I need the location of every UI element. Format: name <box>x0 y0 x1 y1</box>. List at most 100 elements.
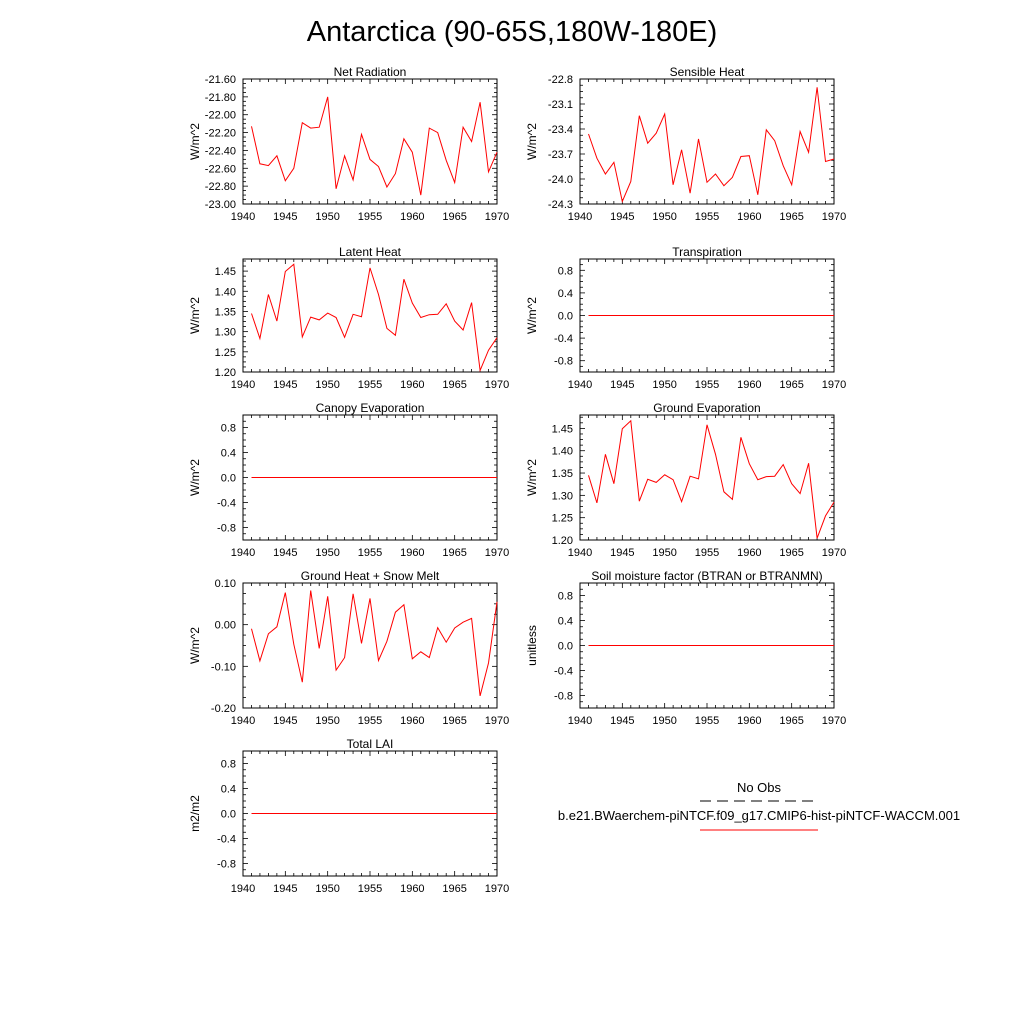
x-tick-label: 1970 <box>822 379 846 391</box>
y-tick-label: -0.8 <box>554 691 573 703</box>
x-tick-label: 1945 <box>273 883 297 895</box>
y-axis-label: W/m^2 <box>525 123 539 160</box>
series-line <box>588 419 835 539</box>
x-tick-label: 1940 <box>231 883 255 895</box>
y-tick-label: -24.3 <box>548 199 573 211</box>
y-tick-label: -0.4 <box>217 834 236 846</box>
x-tick-label: 1950 <box>315 379 339 391</box>
y-tick-label: 0.8 <box>558 591 573 603</box>
y-tick-label: -22.80 <box>205 181 236 193</box>
x-tick-label: 1970 <box>822 547 846 559</box>
x-tick-label: 1950 <box>652 547 676 559</box>
x-tick-label: 1960 <box>737 379 761 391</box>
y-axis-label: W/m^2 <box>188 123 202 160</box>
y-tick-label: 1.30 <box>215 327 236 339</box>
y-tick-label: 0.0 <box>558 311 573 323</box>
x-tick-label: 1970 <box>822 715 846 727</box>
x-tick-label: 1945 <box>273 547 297 559</box>
x-tick-label: 1955 <box>358 547 382 559</box>
y-tick-label: 0.8 <box>221 423 236 435</box>
x-tick-label: 1960 <box>400 211 424 223</box>
panel-6: Ground Evaporation W/m^2 1940 1945 1950 1955 1… <box>525 401 846 559</box>
x-tick-label: 1965 <box>442 211 466 223</box>
x-tick-label: 1945 <box>610 547 634 559</box>
y-tick-label: 0.8 <box>221 759 236 771</box>
y-tick-label: -22.40 <box>205 145 236 157</box>
x-tick-label: 1960 <box>737 715 761 727</box>
y-tick-label: -0.10 <box>211 661 236 673</box>
x-tick-label: 1950 <box>652 379 676 391</box>
x-tick-label: 1970 <box>485 211 509 223</box>
x-tick-label: 1970 <box>485 883 509 895</box>
y-axis-label: unitless <box>525 625 539 666</box>
plot-frame <box>579 414 835 541</box>
panel-3: Latent Heat W/m^2 1940 1945 1950 1955 1960 1965… <box>188 245 509 391</box>
series-line <box>588 87 835 204</box>
x-tick-label: 1945 <box>273 211 297 223</box>
x-tick-label: 1965 <box>442 715 466 727</box>
y-tick-label: 0.00 <box>215 620 236 632</box>
x-tick-label: 1940 <box>568 715 592 727</box>
x-tick-label: 1945 <box>610 211 634 223</box>
x-tick-label: 1965 <box>779 379 803 391</box>
panel-title: Sensible Heat <box>670 65 745 79</box>
x-tick-label: 1960 <box>400 883 424 895</box>
y-tick-label: 1.30 <box>552 490 573 502</box>
x-tick-label: 1945 <box>610 715 634 727</box>
panel-title: Soil moisture factor (BTRAN or BTRANMN) <box>591 569 822 583</box>
x-tick-label: 1970 <box>485 547 509 559</box>
y-tick-label: -24.0 <box>548 174 573 186</box>
x-tick-label: 1940 <box>568 547 592 559</box>
x-tick-label: 1955 <box>358 211 382 223</box>
y-tick-label: 1.40 <box>552 446 573 458</box>
y-tick-label: -0.8 <box>554 356 573 368</box>
x-tick-label: 1955 <box>695 379 719 391</box>
y-tick-label: -23.00 <box>205 199 236 211</box>
y-tick-label: -0.4 <box>554 666 573 678</box>
panel-title: Net Radiation <box>334 65 407 79</box>
y-tick-label: 0.4 <box>558 288 573 300</box>
panel-title: Ground Heat + Snow Melt <box>301 569 440 583</box>
figure-title: Antarctica (90-65S,180W-180E) <box>307 16 718 48</box>
y-tick-label: 1.20 <box>552 535 573 547</box>
x-tick-label: 1950 <box>652 715 676 727</box>
panels: Net Radiation W/m^2 1940 1945 1950 1955 1960 19… <box>188 65 846 895</box>
panel-7: Ground Heat + Snow Melt W/m^2 1940 1945 1950… <box>188 569 509 727</box>
x-tick-label: 1965 <box>442 547 466 559</box>
x-tick-label: 1955 <box>358 379 382 391</box>
y-tick-label: -23.7 <box>548 149 573 161</box>
x-tick-label: 1940 <box>231 379 255 391</box>
x-tick-label: 1955 <box>695 715 719 727</box>
y-tick-label: -0.4 <box>217 498 236 510</box>
y-tick-label: 0.0 <box>221 809 236 821</box>
x-tick-label: 1965 <box>442 379 466 391</box>
x-tick-label: 1940 <box>231 211 255 223</box>
panel-title: Ground Evaporation <box>653 401 760 415</box>
y-axis-label: W/m^2 <box>188 297 202 334</box>
x-tick-label: 1970 <box>822 211 846 223</box>
panel-title: Latent Heat <box>339 245 402 259</box>
x-tick-label: 1965 <box>442 883 466 895</box>
series-line <box>251 96 498 196</box>
y-tick-label: 1.45 <box>215 266 236 278</box>
series-line <box>251 590 498 697</box>
x-tick-label: 1945 <box>273 715 297 727</box>
x-tick-label: 1960 <box>737 547 761 559</box>
panel-title: Canopy Evaporation <box>316 401 425 415</box>
y-tick-label: 0.0 <box>558 641 573 653</box>
y-tick-label: -0.8 <box>217 523 236 535</box>
x-tick-label: 1955 <box>695 547 719 559</box>
x-tick-label: 1955 <box>358 715 382 727</box>
panel-8: Soil moisture factor (BTRAN or BTRANMN) u… <box>525 569 846 727</box>
x-tick-label: 1960 <box>737 211 761 223</box>
plot-frame <box>242 78 498 205</box>
y-axis-label: m2/m2 <box>188 795 202 832</box>
y-tick-label: -22.8 <box>548 74 573 86</box>
y-tick-label: 0.10 <box>215 578 236 590</box>
x-tick-label: 1965 <box>779 211 803 223</box>
panel-9: Total LAI m2/m2 1940 1945 1950 1955 1960 1965 19… <box>188 737 509 895</box>
x-tick-label: 1960 <box>400 547 424 559</box>
legend-model-label: b.e21.BWaerchem-piNTCF.f09_g17.CMIP6-his… <box>558 808 960 823</box>
y-tick-label: -21.80 <box>205 92 236 104</box>
